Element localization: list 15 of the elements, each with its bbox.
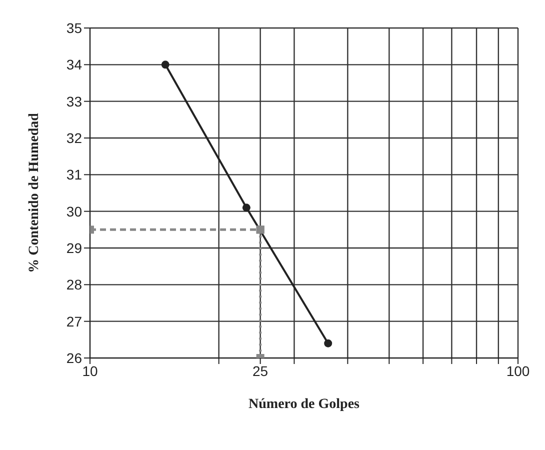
- y-tick-label: 26: [66, 350, 82, 366]
- y-tick-label: 31: [66, 166, 82, 183]
- y-tick-label: 34: [66, 56, 82, 73]
- y-tick-label: 30: [66, 203, 82, 220]
- y-tick-label: 29: [66, 240, 82, 256]
- x-axis-title: Número de Golpes: [248, 397, 360, 412]
- x-tick-label: 100: [506, 362, 530, 379]
- y-axis-title: % Contenido de Humedad: [26, 112, 42, 273]
- x-tick-label: 10: [82, 362, 98, 379]
- y-tick-label: 28: [66, 276, 82, 293]
- y-tick-label: 27: [66, 313, 82, 330]
- y-tick-label: 33: [66, 93, 82, 110]
- y-tick-label: 32: [66, 130, 82, 146]
- x-tick-label: 25: [252, 362, 268, 379]
- y-tick-label: 35: [66, 20, 82, 36]
